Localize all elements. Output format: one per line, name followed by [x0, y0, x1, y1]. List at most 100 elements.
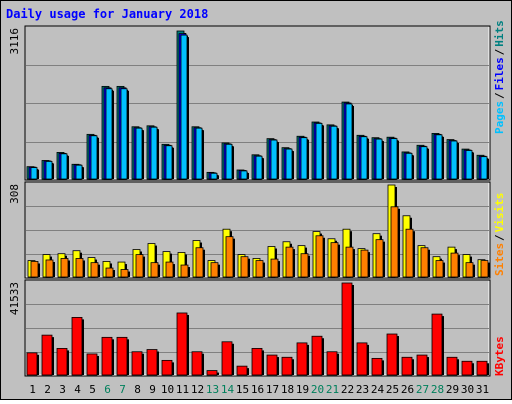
bar-sites	[390, 206, 399, 278]
x-tick-label: 28	[431, 383, 444, 396]
bar-sites	[210, 262, 219, 278]
bar-kbytes	[161, 359, 173, 376]
x-tick-label: 4	[74, 383, 81, 396]
chart-title: Daily usage for January 2018	[6, 7, 208, 21]
bar-kbytes	[71, 317, 83, 376]
bar-pages	[450, 140, 458, 180]
bar-sites	[405, 228, 414, 278]
x-tick-label: 1	[29, 383, 36, 396]
x-tick-label: 24	[371, 383, 385, 396]
bar-pages	[135, 127, 143, 180]
bar-pages	[390, 138, 398, 180]
bar-sites	[45, 259, 54, 278]
bar-pages	[45, 161, 53, 180]
bar-sites	[225, 236, 234, 278]
bar-pages	[255, 155, 263, 180]
bar-pages	[30, 167, 38, 180]
bar-sites	[270, 258, 279, 278]
x-tick-label: 26	[401, 383, 414, 396]
x-tick-label: 9	[149, 383, 156, 396]
bar-kbytes	[251, 348, 263, 376]
bar-kbytes	[56, 348, 68, 376]
bar-pages	[420, 146, 428, 180]
bar-pages	[225, 143, 233, 180]
bar-pages	[165, 145, 173, 180]
x-tick-label: 13	[206, 383, 219, 396]
bar-kbytes	[461, 360, 473, 376]
bar-kbytes	[476, 360, 488, 376]
bar-pages	[90, 135, 98, 180]
y-max-label: 41533	[8, 282, 21, 315]
bar-sites	[60, 258, 69, 278]
x-tick-label: 22	[341, 383, 354, 396]
bar-sites	[450, 252, 459, 278]
x-tick-label: 6	[104, 383, 111, 396]
bar-pages	[105, 88, 113, 180]
legend-kbytes: KBytes	[493, 336, 506, 376]
bar-kbytes	[446, 356, 458, 376]
bar-pages	[285, 148, 293, 180]
bar-kbytes	[26, 352, 38, 376]
bar-kbytes	[431, 313, 443, 376]
bar-pages	[330, 125, 338, 180]
bar-kbytes	[131, 351, 143, 376]
x-tick-label: 15	[236, 383, 249, 396]
bar-sites	[375, 239, 384, 278]
bar-sites	[420, 247, 429, 278]
x-tick-label: 23	[356, 383, 369, 396]
bar-sites	[435, 260, 444, 278]
bar-pages	[375, 138, 383, 180]
bar-sites	[285, 246, 294, 278]
x-tick-label: 20	[311, 383, 324, 396]
bar-kbytes	[311, 335, 323, 376]
bar-pages	[270, 139, 278, 180]
y-max-label: 308	[8, 184, 21, 204]
x-tick-label: 3	[59, 383, 66, 396]
bar-sites	[90, 262, 99, 278]
legend-hits: Hits	[493, 20, 506, 47]
legend-sites: Sites	[493, 243, 506, 276]
x-tick-label: 19	[296, 383, 309, 396]
bar-kbytes	[281, 356, 293, 376]
bar-kbytes	[101, 336, 113, 376]
x-tick-label: 25	[386, 383, 399, 396]
bar-kbytes	[146, 349, 158, 376]
bar-kbytes	[236, 365, 248, 376]
bar-sites	[480, 260, 489, 278]
x-tick-label: 14	[221, 383, 235, 396]
bar-kbytes	[116, 336, 128, 376]
x-tick-label: 18	[281, 383, 294, 396]
bar-pages	[480, 156, 488, 180]
legend-separator: /	[493, 92, 506, 99]
bar-sites	[330, 242, 339, 278]
bar-pages	[75, 164, 83, 180]
bar-pages	[405, 152, 413, 180]
bar-sites	[300, 253, 309, 278]
bar-kbytes	[41, 334, 53, 376]
bar-sites	[105, 267, 114, 278]
bar-sites	[75, 258, 84, 278]
bar-kbytes	[176, 312, 188, 376]
x-tick-label: 30	[461, 383, 474, 396]
bar-sites	[195, 247, 204, 278]
bar-sites	[30, 261, 39, 278]
legend-files: Files	[493, 57, 506, 90]
bar-pages	[120, 88, 128, 180]
x-tick-label: 7	[119, 383, 126, 396]
bar-kbytes	[371, 357, 383, 376]
x-tick-label: 29	[446, 383, 459, 396]
bar-kbytes	[341, 282, 353, 376]
bar-pages	[195, 127, 203, 180]
bar-kbytes	[221, 341, 233, 376]
bar-kbytes	[191, 351, 203, 376]
bar-pages	[435, 134, 443, 180]
bar-pages	[300, 137, 308, 180]
bar-sites	[240, 256, 249, 278]
bar-kbytes	[86, 353, 98, 376]
x-tick-label: 16	[251, 383, 264, 396]
bar-pages	[345, 103, 353, 180]
bar-kbytes	[401, 356, 413, 376]
bar-sites	[345, 246, 354, 278]
bar-kbytes	[266, 354, 278, 376]
